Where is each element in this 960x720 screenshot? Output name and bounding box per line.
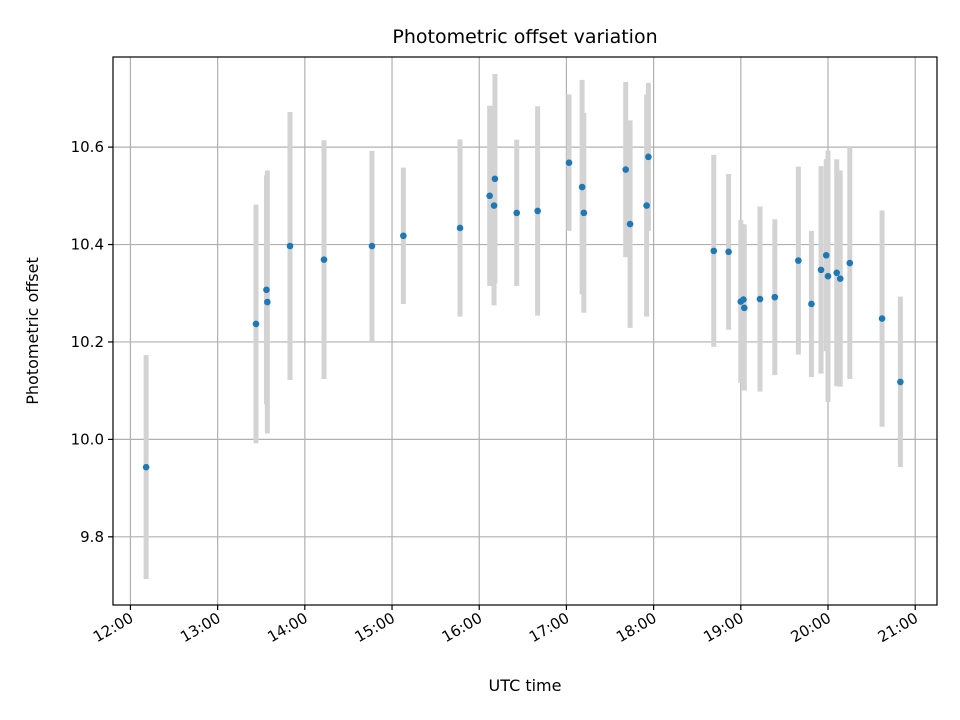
data-point xyxy=(824,272,832,280)
data-point xyxy=(142,463,150,471)
y-tick-label: 10.2 xyxy=(71,333,104,351)
data-point xyxy=(263,286,270,294)
data-point xyxy=(534,207,541,215)
data-point xyxy=(740,304,748,312)
grid xyxy=(113,57,937,605)
y-tick-label: 10.6 xyxy=(71,138,104,156)
data-point xyxy=(710,247,718,255)
data-points xyxy=(142,153,904,471)
data-point xyxy=(264,298,271,306)
data-point xyxy=(643,202,650,209)
plot-frame xyxy=(112,56,938,606)
data-point xyxy=(368,242,376,250)
data-point xyxy=(817,266,825,274)
data-point xyxy=(833,269,841,277)
data-point xyxy=(626,220,634,228)
data-point xyxy=(565,159,573,167)
data-point xyxy=(513,209,521,217)
data-point xyxy=(878,315,886,322)
data-point xyxy=(491,175,499,183)
data-point xyxy=(740,296,747,303)
y-axis-label: Photometric offset xyxy=(23,257,42,405)
data-point xyxy=(456,224,464,232)
data-point xyxy=(795,257,802,264)
y-tick-label: 10.0 xyxy=(71,430,104,448)
y-tick-label: 10.4 xyxy=(71,236,104,254)
data-point xyxy=(725,248,732,256)
data-point xyxy=(286,242,294,250)
data-point xyxy=(897,378,904,386)
data-point xyxy=(771,293,779,301)
data-point xyxy=(486,192,493,200)
data-point xyxy=(622,166,630,173)
data-point xyxy=(836,275,844,282)
data-point xyxy=(756,295,764,303)
data-point xyxy=(808,300,815,308)
data-point xyxy=(490,202,498,209)
y-axis-ticks: 9.8 10.0 10.2 10.4 10.6 xyxy=(71,138,113,546)
x-axis-label: UTC time xyxy=(489,676,562,695)
data-point xyxy=(400,232,407,240)
data-point xyxy=(580,209,588,217)
y-tick-label: 9.8 xyxy=(80,528,104,546)
data-point xyxy=(822,251,830,259)
data-point xyxy=(320,256,328,263)
data-point xyxy=(846,259,854,267)
chart-title: Photometric offset variation xyxy=(392,26,657,48)
data-point xyxy=(645,153,652,161)
data-point xyxy=(578,183,586,191)
data-point xyxy=(252,320,260,328)
